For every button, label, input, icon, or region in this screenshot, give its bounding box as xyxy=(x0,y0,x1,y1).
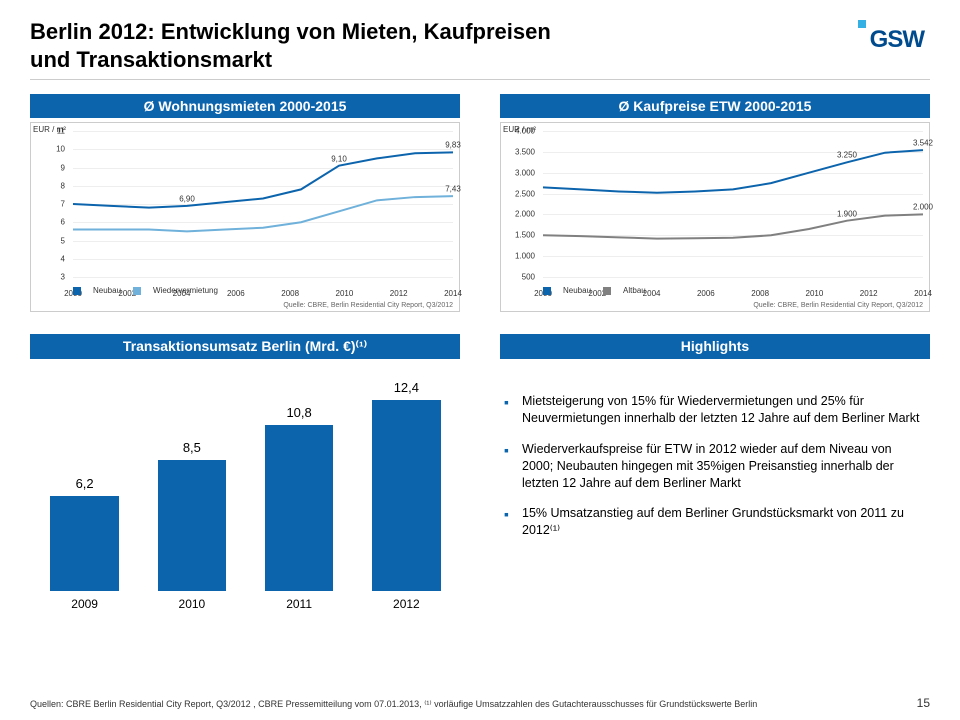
barchart-col: 6,2 8,5 10,8 12,4 2009 2010 2011 2012 xyxy=(30,385,460,611)
ytick: 4.000 xyxy=(501,127,539,136)
xtick: 2014 xyxy=(444,289,462,298)
legend2: Neubau Altbau xyxy=(543,286,658,295)
data-label: 9,10 xyxy=(331,154,347,163)
data-label: 6,90 xyxy=(179,194,195,203)
bullets-list: Mietsteigerung von 15% für Wiedervermiet… xyxy=(500,393,930,539)
ytick: 3 xyxy=(31,273,69,282)
bar-value: 12,4 xyxy=(372,380,441,395)
highlights-col: Mietsteigerung von 15% für Wiedervermiet… xyxy=(500,385,930,611)
xtick: 2010 xyxy=(336,289,354,298)
ytick: 5 xyxy=(31,236,69,245)
bullet-item: Wiederverkaufspreise für ETW in 2012 wie… xyxy=(504,441,926,492)
chart-price: EUR / m² 2000200220042006200820102012201… xyxy=(500,122,930,312)
band-chart2: Ø Kaufpreise ETW 2000-2015 xyxy=(500,94,930,118)
data-label: 2.000 xyxy=(913,203,933,212)
bar-value: 8,5 xyxy=(158,440,227,455)
charts-row: EUR / m² 2000200220042006200820102012201… xyxy=(30,122,930,312)
bar-chart: 6,2 8,5 10,8 12,4 2009 2010 2011 2012 xyxy=(30,391,460,611)
ytick: 2.000 xyxy=(501,210,539,219)
xtick: 2010 xyxy=(806,289,824,298)
bar-value: 6,2 xyxy=(50,476,119,491)
ytick: 3.500 xyxy=(501,147,539,156)
legend-item: Wiedervermietung xyxy=(133,286,218,295)
page-title: Berlin 2012: Entwicklung von Mieten, Kau… xyxy=(30,18,930,73)
data-label: 3.250 xyxy=(837,151,857,160)
ytick: 4 xyxy=(31,254,69,263)
footer-text: Quellen: CBRE Berlin Residential City Re… xyxy=(30,699,757,709)
data-label: 9,83 xyxy=(445,141,461,150)
lower-row: 6,2 8,5 10,8 12,4 2009 2010 2011 2012 Mietstei… xyxy=(30,385,930,611)
bar-category: 2011 xyxy=(256,597,342,611)
xtick: 2006 xyxy=(697,289,715,298)
logo-text: GSW xyxy=(870,26,924,53)
bar-category: 2012 xyxy=(363,597,449,611)
bullet-item: 15% Umsatzanstieg auf dem Berliner Grund… xyxy=(504,505,926,539)
title-l1: Berlin 2012: Entwicklung von Mieten, Kau… xyxy=(30,19,551,44)
band-row: Ø Wohnungsmieten 2000-2015 Ø Kaufpreise … xyxy=(30,94,930,118)
band-chart1: Ø Wohnungsmieten 2000-2015 xyxy=(30,94,460,118)
title-l2: und Transaktionsmarkt xyxy=(30,47,272,72)
logo: GSW xyxy=(870,26,924,54)
xtick: 2012 xyxy=(860,289,878,298)
band-row2: Transaktionsumsatz Berlin (Mrd. €)⁽¹⁾ Hi… xyxy=(30,334,930,359)
bar-category: 2010 xyxy=(149,597,235,611)
footer-sources: Quellen: CBRE Berlin Residential City Re… xyxy=(30,699,930,710)
source2: Quelle: CBRE, Berlin Residential City Re… xyxy=(753,302,923,309)
ytick: 1.000 xyxy=(501,252,539,261)
legend-item: Neubau xyxy=(73,286,121,295)
source1: Quelle: CBRE, Berlin Residential City Re… xyxy=(283,302,453,309)
ytick: 9 xyxy=(31,163,69,172)
xtick: 2012 xyxy=(390,289,408,298)
bar: 12,4 xyxy=(372,400,441,591)
legend1: Neubau Wiedervermietung xyxy=(73,286,230,295)
page-number: 15 xyxy=(917,696,930,710)
chart-rent: EUR / m² 2000200220042006200820102012201… xyxy=(30,122,460,312)
xtick: 2008 xyxy=(281,289,299,298)
ytick: 6 xyxy=(31,218,69,227)
bar: 8,5 xyxy=(158,460,227,591)
bar: 10,8 xyxy=(265,425,334,591)
legend-item: Altbau xyxy=(603,286,646,295)
data-label: 7,43 xyxy=(445,184,461,193)
ytick: 2.500 xyxy=(501,189,539,198)
data-label: 1.900 xyxy=(837,209,857,218)
ytick: 1.500 xyxy=(501,231,539,240)
legend-item: Neubau xyxy=(543,286,591,295)
bullet-item: Mietsteigerung von 15% für Wiedervermiet… xyxy=(504,393,926,427)
ytick: 3.000 xyxy=(501,168,539,177)
divider xyxy=(30,79,930,80)
bar-category: 2009 xyxy=(42,597,128,611)
logo-dot-icon xyxy=(858,20,866,28)
xtick: 2008 xyxy=(751,289,769,298)
ytick: 8 xyxy=(31,181,69,190)
bar: 6,2 xyxy=(50,496,119,591)
ytick: 11 xyxy=(31,127,69,136)
bar-value: 10,8 xyxy=(265,405,334,420)
ytick: 10 xyxy=(31,145,69,154)
xtick: 2014 xyxy=(914,289,932,298)
data-label: 3.542 xyxy=(913,138,933,147)
band-trans: Transaktionsumsatz Berlin (Mrd. €)⁽¹⁾ xyxy=(30,334,460,359)
ytick: 7 xyxy=(31,200,69,209)
band-highlights: Highlights xyxy=(500,334,930,359)
ytick: 500 xyxy=(501,273,539,282)
